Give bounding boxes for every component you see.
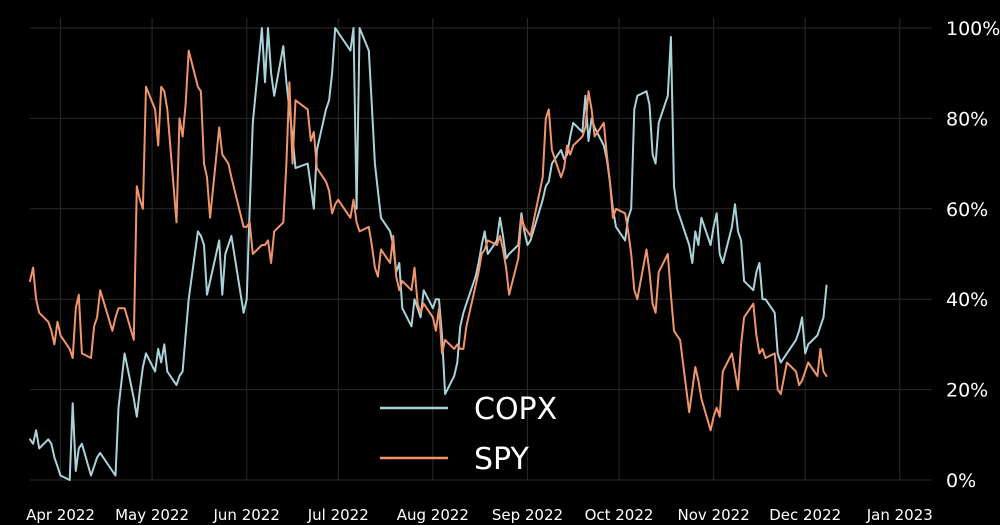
- series-line-spy: [29, 49, 828, 432]
- y-tick-label: 20%: [946, 380, 988, 402]
- x-tick-label: Apr 2022: [26, 506, 95, 524]
- y-tick-label: 60%: [946, 199, 988, 221]
- x-tick-label: Sep 2022: [492, 506, 563, 524]
- x-tick-label: Nov 2022: [678, 506, 750, 524]
- legend-label-copx: COPX: [474, 392, 557, 427]
- legend-label-spy: SPY: [474, 442, 529, 477]
- x-axis-ticks: Apr 2022 May 2022 Jun 2022 Jul 2022 Aug 2022…: [26, 506, 933, 524]
- x-tick-label: Oct 2022: [585, 506, 654, 524]
- chart-legend: COPX SPY: [380, 392, 557, 477]
- chart-grid: [30, 18, 932, 481]
- chart-series: [29, 27, 828, 481]
- x-tick-label: Dec 2022: [769, 506, 841, 524]
- y-tick-label: 40%: [946, 289, 988, 311]
- y-tick-label: 0%: [946, 470, 976, 492]
- y-tick-label: 80%: [946, 108, 988, 130]
- x-tick-label: Aug 2022: [397, 506, 469, 524]
- x-tick-label: May 2022: [115, 506, 189, 524]
- y-tick-label: 100%: [946, 18, 1000, 40]
- y-axis-ticks: 0% 20% 40% 60% 80% 100%: [946, 18, 1000, 492]
- x-tick-label: Jul 2022: [307, 506, 369, 524]
- x-tick-label: Jan 2023: [866, 506, 933, 524]
- series-line-copx: [29, 27, 828, 481]
- x-tick-label: Jun 2022: [212, 506, 279, 524]
